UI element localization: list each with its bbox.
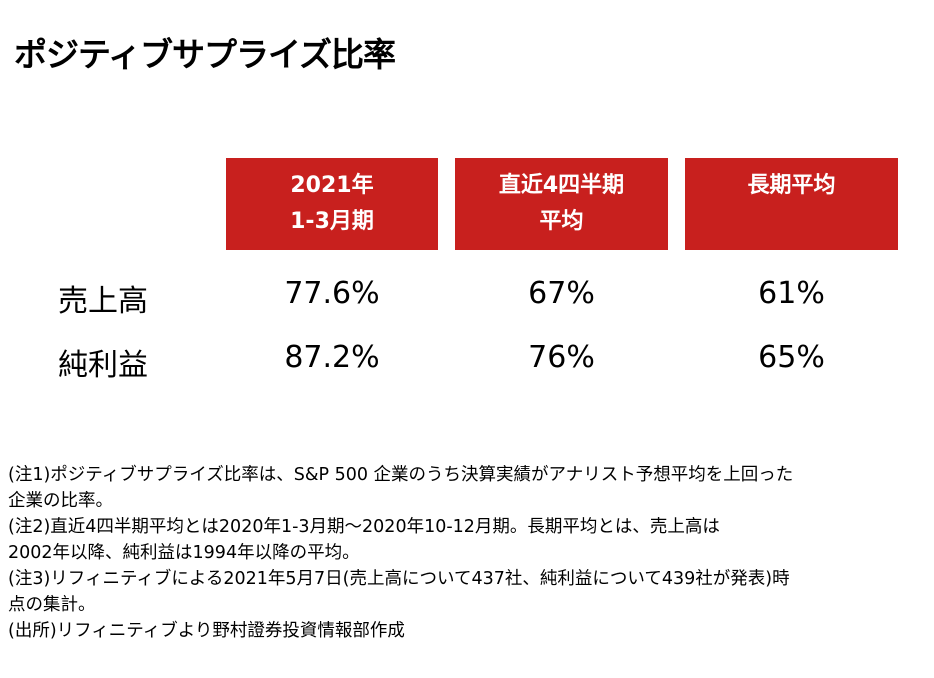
footnote-line: (注2)直近4四半期平均とは2020年1-3月期～2020年10-12月期。長期…	[8, 517, 720, 537]
column-header-line: 2021年	[290, 173, 374, 198]
column-header-2021-q1: 2021年 1-3月期	[226, 158, 438, 250]
table-cell: 67%	[528, 276, 595, 311]
column-header-line: 1-3月期	[290, 209, 374, 234]
table-cell: 61%	[758, 276, 825, 311]
table-cell: 76%	[528, 340, 595, 375]
footnote-line: 点の集計。	[8, 595, 96, 615]
footnotes: (注1)ポジティブサプライズ比率は、S&P 500 企業のうち決算実績がアナリス…	[8, 462, 928, 644]
footnote-line: (出所)リフィニティブより野村證券投資情報部作成	[8, 621, 405, 641]
row-label-net-income: 純利益	[58, 348, 148, 383]
column-header-line: 直近4四半期	[498, 173, 625, 198]
table-cell: 87.2%	[284, 340, 380, 375]
footnote-line: 企業の比率。	[8, 491, 113, 511]
footnote-line: 2002年以降、純利益は1994年以降の平均。	[8, 543, 360, 563]
table-cell: 77.6%	[284, 276, 380, 311]
footnote-line: (注3)リフィニティブによる2021年5月7日(売上高について437社、純利益に…	[8, 569, 790, 589]
column-header-recent-4q-average: 直近4四半期 平均	[455, 158, 668, 250]
page-title: ポジティブサプライズ比率	[14, 35, 396, 74]
row-label-revenue: 売上高	[58, 284, 148, 319]
table-cell: 65%	[758, 340, 825, 375]
column-header-long-term-average: 長期平均	[685, 158, 898, 250]
column-header-line: 平均	[539, 209, 584, 234]
column-header-line: 長期平均	[747, 173, 836, 198]
footnote-line: (注1)ポジティブサプライズ比率は、S&P 500 企業のうち決算実績がアナリス…	[8, 465, 794, 485]
